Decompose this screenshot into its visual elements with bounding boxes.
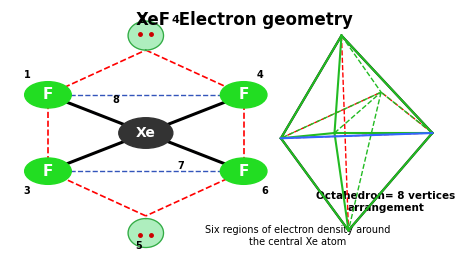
Text: Xe: Xe <box>136 126 156 140</box>
Text: Six regions of electron density around
the central Xe atom: Six regions of electron density around t… <box>205 225 390 247</box>
Circle shape <box>25 158 71 184</box>
Text: Octahedron= 8 vertices
arrangement: Octahedron= 8 vertices arrangement <box>316 191 456 213</box>
Circle shape <box>220 82 267 108</box>
Text: F: F <box>43 87 53 102</box>
Text: Electron geometry: Electron geometry <box>173 11 353 29</box>
Text: XeF: XeF <box>136 11 171 29</box>
Text: F: F <box>43 164 53 179</box>
Text: 4: 4 <box>172 15 180 25</box>
Polygon shape <box>128 219 164 247</box>
Text: 1: 1 <box>24 70 30 80</box>
Circle shape <box>119 118 173 148</box>
Text: 4: 4 <box>256 70 264 80</box>
Text: 2: 2 <box>138 15 145 25</box>
Polygon shape <box>128 21 164 50</box>
Circle shape <box>220 158 267 184</box>
Text: 6: 6 <box>261 186 268 196</box>
Circle shape <box>25 82 71 108</box>
Text: F: F <box>238 164 249 179</box>
Text: 5: 5 <box>136 241 142 251</box>
Text: 7: 7 <box>177 161 184 171</box>
Text: 3: 3 <box>24 186 30 196</box>
Text: F: F <box>238 87 249 102</box>
Text: 8: 8 <box>112 95 119 105</box>
